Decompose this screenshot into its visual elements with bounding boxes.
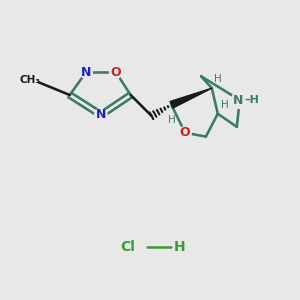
Text: –H: –H (245, 95, 260, 105)
Text: N: N (233, 94, 244, 106)
Text: CH₃: CH₃ (20, 75, 41, 85)
Polygon shape (170, 88, 212, 108)
Text: O: O (110, 66, 121, 79)
Text: H: H (174, 240, 185, 254)
Circle shape (179, 127, 191, 139)
Text: H: H (214, 74, 222, 84)
Circle shape (231, 92, 248, 108)
Text: H: H (221, 100, 229, 110)
Text: Cl: Cl (120, 240, 135, 254)
Text: N: N (96, 108, 106, 122)
Circle shape (80, 66, 92, 78)
Circle shape (110, 66, 122, 78)
Circle shape (95, 109, 107, 121)
Text: O: O (180, 126, 190, 139)
Text: H: H (167, 115, 175, 125)
Text: N: N (81, 66, 91, 79)
